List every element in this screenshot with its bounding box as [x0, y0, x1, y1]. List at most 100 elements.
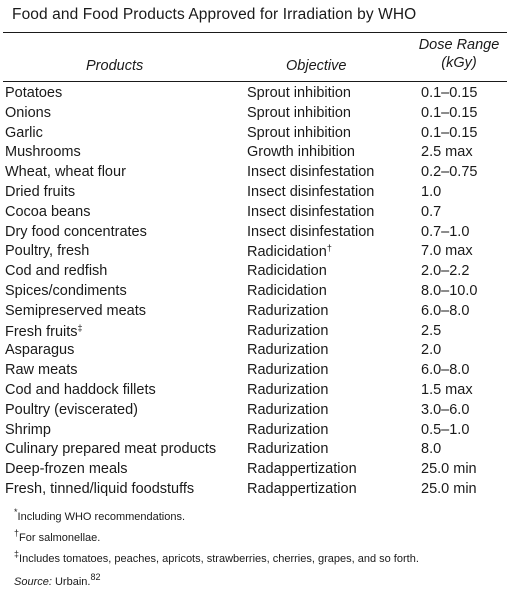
- table-row: Asparagus Radurization 2.0: [0, 342, 510, 362]
- product-cell: Dried fruits: [5, 184, 75, 200]
- objective-text: Radicidation: [247, 263, 327, 280]
- product-text: Poultry, fresh: [5, 243, 90, 260]
- objective-cell: Sprout inhibition: [247, 125, 351, 141]
- objective-text: Insect disinfestation: [247, 164, 375, 181]
- product-cell: Poultry (eviscerated): [5, 402, 138, 418]
- product-cell: Garlic: [5, 125, 43, 141]
- header-objective: Objective: [286, 58, 347, 74]
- product-cell: Asparagus: [5, 342, 74, 358]
- objective-text: Radurization: [247, 421, 329, 438]
- dose-cell: 25.0 min: [421, 480, 477, 497]
- source-label: Source:: [14, 576, 52, 588]
- footnote-mark: ‡: [14, 549, 20, 559]
- dose-cell: 1.5 max: [421, 381, 473, 398]
- table-row: Poultry, fresh Radicidation† 7.0 max: [0, 243, 510, 263]
- objective-cell: Sprout inhibition: [247, 85, 351, 101]
- objective-text: Insect disinfestation: [247, 223, 375, 240]
- objective-text: Radicidation: [247, 282, 327, 299]
- product-text: Dry food concentrates: [5, 223, 147, 240]
- product-text: Shrimp: [5, 421, 51, 438]
- product-text: Mushrooms: [5, 144, 81, 161]
- table-row: Mushrooms Growth inhibition 2.5 max: [0, 144, 510, 164]
- footnote: ‡Includes tomatoes, peaches, apricots, s…: [14, 546, 419, 567]
- product-cell: Cocoa beans: [5, 204, 90, 220]
- dose-cell: 6.0–8.0: [421, 362, 470, 379]
- dose-cell: 0.7: [421, 203, 442, 220]
- footnote-text: Including WHO recommendations.: [17, 511, 186, 523]
- table-row: Potatoes Sprout inhibition 0.1–0.15: [0, 85, 510, 105]
- product-text: Onions: [5, 104, 51, 121]
- source-ref: 82: [90, 572, 101, 582]
- dose-cell: 0.1–0.15: [421, 85, 478, 101]
- objective-text: Radurization: [247, 302, 329, 319]
- product-text: Raw meats: [5, 362, 78, 379]
- product-text: Semipreserved meats: [5, 302, 147, 319]
- objective-text: Growth inhibition: [247, 144, 355, 161]
- objective-cell: Radicidation: [247, 263, 327, 279]
- footnote: †For salmonellae.: [14, 525, 419, 546]
- objective-cell: Radurization: [247, 362, 328, 378]
- objective-cell: Radurization: [247, 422, 328, 438]
- footnote: *Including WHO recommendations.: [14, 504, 419, 525]
- objective-text: Radurization: [247, 401, 329, 418]
- dose-cell: 2.0–2.2: [421, 263, 470, 280]
- source-line: Source: Urbain.82: [14, 572, 100, 588]
- product-text: Culinary prepared meat products: [5, 441, 217, 458]
- objective-text: Radappertization: [247, 461, 357, 478]
- table-row: Fresh, tinned/liquid foodstuffs Radappert…: [0, 481, 510, 501]
- product-text: Cod and haddock fillets: [5, 381, 156, 398]
- header-rule: [3, 81, 507, 82]
- product-cell: Cod and redfish: [5, 263, 107, 279]
- source-text: Urbain.: [51, 576, 91, 588]
- table-row: Fresh fruits‡ Radurization 2.5: [0, 323, 510, 343]
- product-cell: Poultry, fresh: [5, 243, 89, 259]
- header-dose-line2: (kGy): [441, 55, 477, 71]
- product-text: Fresh fruits: [5, 323, 78, 340]
- table-row: Raw meats Radurization 6.0–8.0: [0, 362, 510, 382]
- dose-cell: 2.5: [421, 322, 442, 339]
- product-text: Wheat, wheat flour: [5, 164, 126, 181]
- table-body: Potatoes Sprout inhibition 0.1–0.15 Onions S…: [0, 85, 510, 501]
- header-dose-line1: Dose Range: [418, 37, 500, 53]
- top-rule: [3, 32, 507, 33]
- dose-cell: 2.0: [421, 342, 442, 359]
- product-cell: Raw meats: [5, 362, 78, 378]
- product-text: Fresh, tinned/liquid foodstuffs: [5, 480, 195, 497]
- table-row: Cod and haddock fillets Radurization 1.5 m…: [0, 382, 510, 402]
- product-cell: Deep-frozen meals: [5, 461, 128, 477]
- objective-cell: Radicidation†: [247, 243, 332, 260]
- objective-cell: Insect disinfestation: [247, 184, 374, 200]
- footnotes: *Including WHO recommendations. †For salm…: [14, 504, 419, 567]
- product-cell: Cod and haddock fillets: [5, 382, 156, 398]
- objective-cell: Radurization: [247, 342, 328, 358]
- dose-cell: 2.5 max: [421, 144, 473, 161]
- header-dose-range: Dose Range (kGy): [404, 36, 510, 72]
- objective-cell: Radurization: [247, 441, 328, 457]
- objective-cell: Radurization: [247, 402, 328, 418]
- product-cell: Culinary prepared meat products: [5, 441, 216, 457]
- product-cell: Mushrooms: [5, 144, 81, 160]
- objective-text: Sprout inhibition: [247, 104, 351, 121]
- objective-cell: Insect disinfestation: [247, 224, 374, 240]
- table-row: Wheat, wheat flour Insect disinfestation 0…: [0, 164, 510, 184]
- objective-text: Radurization: [247, 342, 329, 359]
- product-cell: Potatoes: [5, 85, 62, 101]
- product-text: Poultry (eviscerated): [5, 401, 138, 418]
- product-text: Dried fruits: [5, 183, 76, 200]
- dose-cell: 3.0–6.0: [421, 401, 470, 418]
- objective-cell: Insect disinfestation: [247, 204, 374, 220]
- objective-cell: Sprout inhibition: [247, 105, 351, 121]
- product-text: Garlic: [5, 124, 43, 141]
- objective-cell: Radappertization: [247, 461, 357, 477]
- dose-cell: 0.7–1.0: [421, 223, 470, 240]
- product-cell: Spices/condiments: [5, 283, 127, 299]
- header-products: Products: [86, 58, 144, 74]
- dose-cell: 8.0–10.0: [421, 282, 478, 299]
- dose-cell: 0.1–0.15: [421, 124, 478, 141]
- table-row: Deep-frozen meals Radappertization 25.0 mi…: [0, 461, 510, 481]
- product-text: Cod and redfish: [5, 263, 108, 280]
- objective-text: Radurization: [247, 322, 329, 339]
- objective-text: Insect disinfestation: [247, 183, 375, 200]
- product-cell: Shrimp: [5, 422, 51, 438]
- objective-text: Radicidation: [247, 244, 327, 261]
